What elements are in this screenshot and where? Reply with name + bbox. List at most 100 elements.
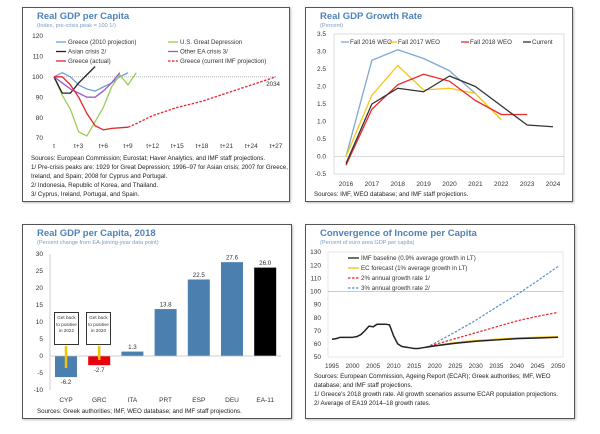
x-tick-label: 2000 [346,363,361,370]
y-tick-label: 100 [32,74,43,81]
chart-gdp-growth-rate: -0.5 0.0 0.5 1.0 1.5 2.0 2.5 3.0 3.5 2016 2017 2018… [315,31,565,188]
panel-gdp-growth-rate: -0.5 0.0 0.5 1.0 1.5 2.0 2.5 3.0 3.5 2016 2017 2018… [305,7,573,202]
legend-label: Fall 2016 WEO [350,39,392,46]
chart-notes: Sources: European Commission, Ageing Rep… [314,373,572,409]
y-tick-label: 2.0 [317,84,326,91]
x-tick-label: 2019 [416,181,431,188]
legend-label: IMF baseline (0.9% average growth in LT) [361,255,476,262]
bar-ea-11 [254,267,277,356]
series-line [127,76,277,128]
chart-title: Convergence of Income per Capita [320,228,477,239]
annotation-cyp: Get back to positive in 2022 [54,312,79,345]
legend-label: Greece (actual) [68,58,111,65]
bar-prt [154,309,177,356]
legend-label: Current [532,39,553,46]
x-tick-label: 2030 [469,363,484,370]
chart-subtitle: (Percent change from EA-joining-year dat… [37,240,159,246]
note: Sources: European Commission, Ageing Rep… [314,373,551,389]
x-tick-label: t+24 [245,143,258,150]
x-tick-label: 2023 [520,181,535,188]
x-tick-label: GRC [92,397,107,404]
data-label: 26.0 [259,260,272,267]
legend-label: U.S. Great Depression [180,39,243,46]
y-tick-label: 3.0 [317,49,326,56]
note: Sources: Greek authorities; IMF, WEO dat… [37,408,242,415]
bar-esp [187,279,210,356]
chart-title: Real GDP Growth Rate [320,11,423,22]
x-tick-label: 2016 [339,181,354,188]
annotation-grc: Get back to positive in 2020 [86,312,111,345]
note: 1/ Pre-crisis peaks are: 1929 for Great … [31,163,288,180]
y-tick-label: 90 [314,302,322,309]
y-tick-label: 50 [314,354,322,361]
y-tick-label: 0 [39,353,43,360]
series-line [54,76,129,131]
chart-title: Real GDP per Capita [37,11,130,22]
y-tick-label: 80 [314,315,322,322]
chart-notes: Sources: Greek authorities; IMF, WEO dat… [37,408,297,417]
series-line [53,72,121,98]
note: Sources: IMF, WEO database; and IMF staf… [314,191,469,198]
data-label: 27.6 [226,255,239,262]
series-line [426,265,559,348]
bar-grc [88,356,111,366]
series-line [331,323,559,350]
y-tick-label: 2.5 [317,66,326,73]
bar-deu [221,262,243,356]
y-tick-label: 1.5 [317,101,326,108]
y-tick-label: -0.5 [315,171,327,178]
data-label: -6.2 [61,379,72,386]
y-tick-label: -10 [34,387,44,394]
legend-label: Greece (current IMF projection) [180,58,266,65]
series-line [345,73,528,166]
legend-label: Fall 2018 WEO [470,39,512,46]
panel-gdp-per-capita-index: 70 80 90 100 110 120 t t+3 t+6 t+9 t+12 t+15 t+18 t+2… [22,7,290,202]
note: 2/ Average of EA19 2014–18 growth rates. [314,399,431,407]
y-tick-label: 3.5 [317,31,326,38]
series-line [53,72,137,137]
y-tick-label: 15 [36,302,44,309]
x-tick-label: 2035 [489,363,504,370]
legend-label: Fall 2017 WEO [398,39,440,46]
x-tick-label: CYP [59,397,72,404]
legend-label: 2% annual growth rate 1/ [361,275,430,282]
y-tick-label: 90 [36,94,44,101]
x-tick-label: 2040 [510,363,525,370]
panel-income-convergence: 50 60 70 80 90 100 110 120 130 1995 2000 2005 2010 20… [305,224,575,419]
x-tick-label: 2045 [530,363,545,370]
legend-label: Asian crisis 2/ [68,49,106,56]
y-tick-label: 120 [32,33,43,40]
x-tick-label: ITA [128,397,138,404]
data-label: 22.5 [193,272,206,279]
x-tick-label: t+3 [74,143,84,150]
x-tick-label: DEU [225,397,239,404]
chart-title: Real GDP per Capita, 2018 [37,228,156,239]
x-tick-label: t+27 [270,143,283,150]
chart-gdp-per-capita-index: 70 80 90 100 110 120 t t+3 t+6 t+9 t+12 t+15 t+18 t+2… [32,33,283,150]
y-tick-label: 110 [311,275,322,282]
data-label: 13.8 [160,302,173,309]
x-tick-label: EA-11 [256,397,274,404]
x-tick-label: 2005 [366,363,381,370]
x-tick-label: 2050 [551,363,566,370]
note: Sources: European Commission; Eurostat; … [31,155,266,162]
y-tick-label: 70 [36,135,44,142]
x-tick-label: ESP [192,397,205,404]
x-tick-label: 2015 [407,363,422,370]
x-tick-label: t+15 [171,143,184,150]
note: 2/ Indonesia, Republic of Korea, and Tha… [31,181,159,189]
chart-subtitle: (Percent) [320,23,344,29]
x-tick-label: t+9 [123,143,133,150]
chart-notes: Sources: IMF, WEO database; and IMF staf… [314,191,572,200]
x-tick-label: PRT [159,397,172,404]
x-tick-label: 2024 [546,181,561,188]
chart-income-convergence: 50 60 70 80 90 100 110 120 130 1995 2000 2005 2010 20… [310,249,566,370]
y-tick-label: 110 [33,54,44,61]
x-tick-label: 1995 [325,363,340,370]
note: 1/ Greece's 2018 growth rate. All growth… [314,390,558,398]
chart-notes: Sources: European Commission; Eurostat; … [31,155,289,200]
y-tick-label: 100 [310,289,321,296]
legend-label: Greece (2010 projection) [68,39,136,46]
chart-subtitle: (Percent of euro area GDP per capita) [320,240,415,246]
note: 3/ Cyprus, Ireland, Portugal, and Spain. [31,190,140,198]
